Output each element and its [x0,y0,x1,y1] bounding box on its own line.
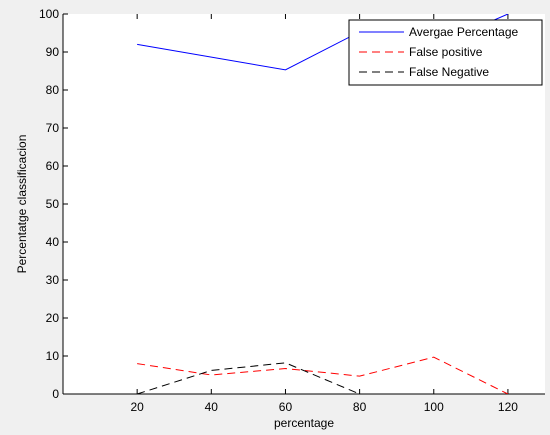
axes: 20 40 60 80 100 120 0 10 20 30 40 50 60 70 80 90 100 [39,7,545,414]
x-tick-label: 20 [130,400,144,414]
legend-box [348,19,543,86]
y-tick-label: 70 [46,121,60,135]
y-tick-label: 40 [46,235,60,249]
y-tick-label: 20 [46,311,60,325]
y-tick-label: 30 [46,273,60,287]
legend-label: False positive [409,45,483,59]
y-tick-label: 60 [46,159,60,173]
legend-label: False Negative [409,65,489,79]
y-axis-label: Percentatge classificacion [15,135,29,274]
legend: Avergae Percentage False positive False Ne… [348,19,543,86]
y-tick-label: 50 [46,197,60,211]
series-line-2 [137,356,509,394]
y-tick-label: 0 [52,387,59,401]
y-tick-label: 100 [39,7,59,21]
x-tick-label: 60 [279,400,293,414]
y-tick-label: 80 [46,83,60,97]
x-tick-label: 100 [424,400,444,414]
y-tick-label: 90 [46,45,60,59]
legend-label: Avergae Percentage [409,25,519,39]
x-tick-label: 40 [205,400,219,414]
x-tick-label: 80 [353,400,367,414]
y-tick-label: 10 [46,349,60,363]
x-tick-label: 120 [498,400,518,414]
x-axis-label: percentage [274,416,334,430]
